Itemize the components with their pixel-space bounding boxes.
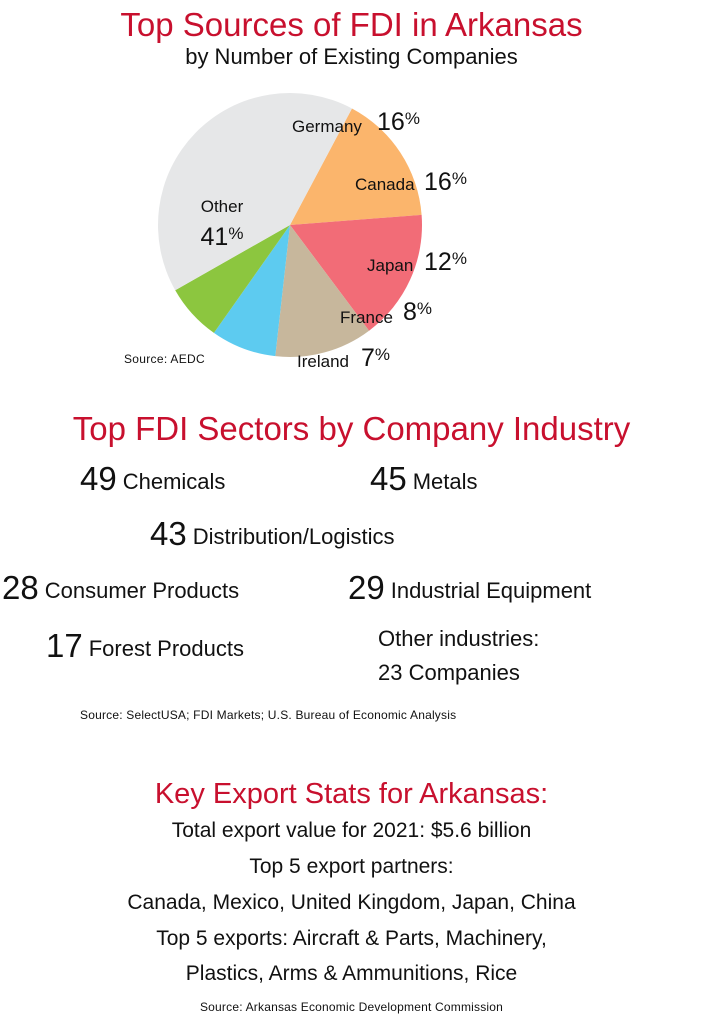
export-line: Total export value for 2021: $5.6 billio… xyxy=(171,819,532,842)
chart-title: Top Sources of FDI in Arkansas xyxy=(120,6,583,43)
sector-item-distribution-logistics: 43 Distribution/Logistics xyxy=(150,515,394,553)
sector-item-forest-products: 17 Forest Products xyxy=(46,627,244,665)
sectors-source-note: Source: SelectUSA; FDI Markets; U.S. Bur… xyxy=(80,708,457,722)
sector-count: 29 xyxy=(348,569,385,606)
slice-label-japan: Japan xyxy=(367,256,413,275)
sector-count: 28 xyxy=(2,569,39,606)
sector-count: 17 xyxy=(46,627,83,664)
sectors-title: Top FDI Sectors by Company Industry xyxy=(72,410,631,447)
export-line: Top 5 export partners: xyxy=(249,855,454,878)
sector-label: Industrial Equipment xyxy=(390,578,592,603)
slice-percent-france: 8% xyxy=(403,298,432,326)
sector-label: Chemicals xyxy=(122,469,226,494)
slice-label-france: France xyxy=(340,308,393,327)
export-line: Plastics, Arms & Ammunitions, Rice xyxy=(185,962,518,985)
slice-label-ireland: Ireland xyxy=(297,352,349,371)
sector-label: Distribution/Logistics xyxy=(192,524,395,549)
sector-count: 45 xyxy=(370,460,407,497)
export-source-note: Source: Arkansas Economic Development Co… xyxy=(199,1000,504,1014)
slice-percent-japan: 12% xyxy=(424,248,467,276)
other-industries-value: 23 Companies xyxy=(378,660,520,685)
slice-percent-other: 41% xyxy=(201,223,244,251)
sector-label: Forest Products xyxy=(88,636,244,661)
pie-slice-france xyxy=(213,225,290,357)
chart-subtitle: by Number of Existing Companies xyxy=(185,44,518,69)
slice-label-canada: Canada xyxy=(355,175,415,194)
pie-source-note: Source: AEDC xyxy=(124,352,205,366)
other-industries-label: Other industries: xyxy=(378,626,540,651)
pie-slice-ireland xyxy=(175,225,290,333)
slice-percent-canada: 16% xyxy=(424,168,467,196)
sector-item-consumer-products: 28 Consumer Products xyxy=(2,569,239,607)
pie-slice-other xyxy=(158,93,352,291)
export-line: Canada, Mexico, United Kingdom, Japan, C… xyxy=(127,891,576,914)
slice-label-germany: Germany xyxy=(292,117,362,136)
sector-label: Metals xyxy=(412,469,478,494)
pie-slice-germany xyxy=(290,108,422,225)
sector-label: Consumer Products xyxy=(44,578,240,603)
sector-item-industrial-equipment: 29 Industrial Equipment xyxy=(348,569,591,607)
slice-percent-ireland: 7% xyxy=(361,344,390,372)
pie-slice-canada xyxy=(290,214,422,331)
sector-item-chemicals: 49 Chemicals xyxy=(80,460,225,498)
slice-percent-germany: 16% xyxy=(377,108,420,136)
export-line: Top 5 exports: Aircraft & Parts, Machine… xyxy=(156,927,547,950)
export-title: Key Export Stats for Arkansas: xyxy=(154,778,549,810)
sector-count: 49 xyxy=(80,460,117,497)
pie-slice-japan xyxy=(275,225,370,358)
sector-count: 43 xyxy=(150,515,187,552)
slice-label-other: Other xyxy=(201,197,244,216)
sector-item-metals: 45 Metals xyxy=(370,460,478,498)
fdi-pie-chart: Germany 16% Canada 16% Japan 12% France 8% Irela… xyxy=(158,93,467,372)
